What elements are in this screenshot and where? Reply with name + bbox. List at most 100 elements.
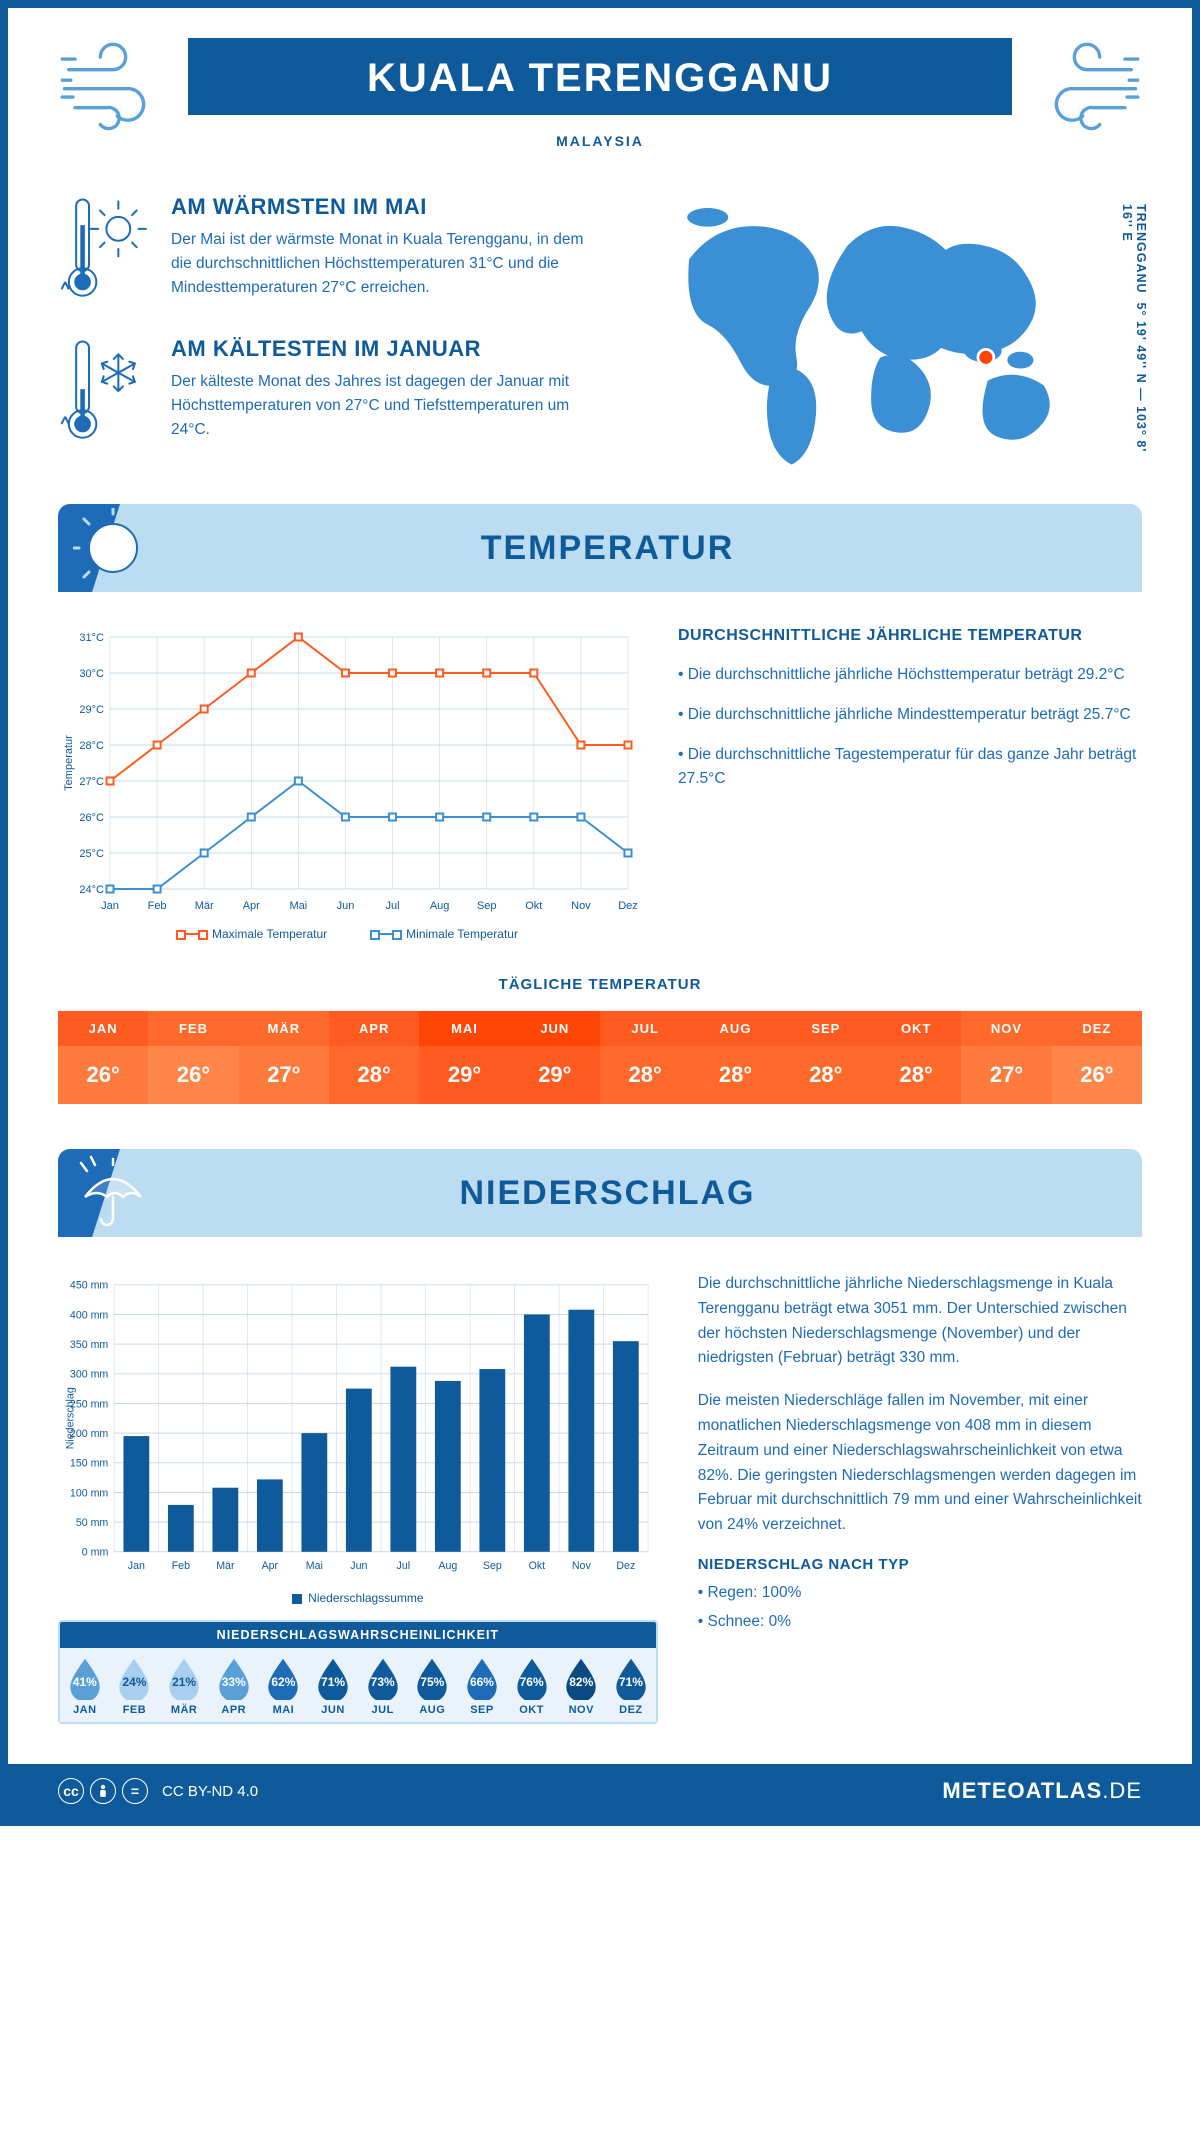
daily-temp-value-row: 26°26°27°28°29°29°28°28°28°28°27°26° — [58, 1046, 1142, 1104]
temp-legend: Maximale Temperatur Minimale Temperatur — [58, 927, 638, 941]
svg-text:27°C: 27°C — [79, 776, 104, 788]
daily-temp-header-row: JANFEBMÄRAPRMAIJUNJULAUGSEPOKTNOVDEZ — [58, 1011, 1142, 1046]
daily-temp-value: 29° — [510, 1046, 600, 1104]
temperature-row: 24°C25°C26°C27°C28°C29°C30°C31°CJanFebMä… — [58, 627, 1142, 941]
daily-month-header: NOV — [961, 1011, 1051, 1046]
daily-temp-value: 29° — [419, 1046, 509, 1104]
svg-text:Okt: Okt — [529, 1560, 546, 1572]
daily-month-header: JUN — [510, 1011, 600, 1046]
precip-type-bullet: • Schnee: 0% — [698, 1610, 1142, 1635]
daily-month-header: AUG — [690, 1011, 780, 1046]
precip-type-heading: NIEDERSCHLAG NACH TYP — [698, 1556, 1142, 1573]
daily-month-header: JAN — [58, 1011, 148, 1046]
daily-month-header: MAI — [419, 1011, 509, 1046]
svg-text:Jul: Jul — [386, 900, 400, 912]
svg-text:Feb: Feb — [148, 900, 167, 912]
probability-cell: 41% JAN — [60, 1648, 110, 1722]
svg-text:Temperatur: Temperatur — [63, 735, 75, 791]
temp-bullet: • Die durchschnittliche Tagestemperatur … — [678, 743, 1142, 791]
svg-text:24°C: 24°C — [79, 884, 104, 896]
temperature-info: DURCHSCHNITTLICHE JÄHRLICHE TEMPERATUR •… — [678, 627, 1142, 941]
svg-text:400 mm: 400 mm — [70, 1309, 109, 1321]
sun-icon — [73, 508, 153, 588]
coldest-title: AM KÄLTESTEN IM JANUAR — [171, 336, 598, 362]
svg-text:Apr: Apr — [243, 900, 260, 912]
svg-text:28°C: 28°C — [79, 740, 104, 752]
precip-paragraph: Die durchschnittliche jährliche Niedersc… — [698, 1272, 1142, 1371]
svg-text:Sep: Sep — [477, 900, 497, 912]
daily-month-header: JUL — [600, 1011, 690, 1046]
country-label: MALAYSIA — [188, 133, 1012, 149]
warmest-body: Der Mai ist der wärmste Monat in Kuala T… — [171, 228, 598, 300]
coordinates: TRENGGANU 5° 19' 49'' N — 103° 8' 16'' E — [1120, 204, 1148, 479]
daily-temp-value: 27° — [239, 1046, 329, 1104]
probability-cell: 24% FEB — [110, 1648, 160, 1722]
probability-cell: 71% JUN — [308, 1648, 358, 1722]
daily-temp-value: 27° — [961, 1046, 1051, 1104]
svg-text:Aug: Aug — [430, 900, 450, 912]
umbrella-icon — [73, 1153, 153, 1233]
probability-cell: 33% APR — [209, 1648, 259, 1722]
probability-grid: 41% JAN 24% FEB 21% MÄR 33% APR 62% MAI … — [60, 1648, 656, 1722]
probability-title: NIEDERSCHLAGSWAHRSCHEINLICHKEIT — [60, 1622, 656, 1648]
coldest-body: Der kälteste Monat des Jahres ist dagege… — [171, 370, 598, 442]
probability-cell: 82% NOV — [556, 1648, 606, 1722]
temperature-title: TEMPERATUR — [153, 529, 1062, 568]
daily-temp-value: 28° — [600, 1046, 690, 1104]
infographic-frame: KUALA TERENGGANU MALAYSIA — [0, 0, 1200, 1826]
svg-text:0 mm: 0 mm — [82, 1547, 109, 1559]
temperature-line-chart: 24°C25°C26°C27°C28°C29°C30°C31°CJanFebMä… — [58, 627, 638, 917]
wind-icon-left — [58, 38, 168, 133]
svg-text:Mai: Mai — [306, 1560, 323, 1572]
intro-facts: AM WÄRMSTEN IM MAI Der Mai ist der wärms… — [58, 194, 598, 479]
by-icon — [90, 1778, 116, 1804]
temperature-chart-block: 24°C25°C26°C27°C28°C29°C30°C31°CJanFebMä… — [58, 627, 638, 941]
daily-temp-value: 26° — [148, 1046, 238, 1104]
cc-icon: cc — [58, 1778, 84, 1804]
probability-box: NIEDERSCHLAGSWAHRSCHEINLICHKEIT 41% JAN … — [58, 1620, 658, 1724]
warmest-title: AM WÄRMSTEN IM MAI — [171, 194, 598, 220]
precip-bar-chart: 0 mm50 mm100 mm150 mm200 mm250 mm300 mm3… — [58, 1272, 658, 1582]
precip-row: 0 mm50 mm100 mm150 mm200 mm250 mm300 mm3… — [58, 1272, 1142, 1724]
daily-month-header: MÄR — [239, 1011, 329, 1046]
probability-cell: 21% MÄR — [159, 1648, 209, 1722]
coldest-fact: AM KÄLTESTEN IM JANUAR Der kälteste Mona… — [58, 336, 598, 446]
svg-text:Jul: Jul — [397, 1560, 411, 1572]
daily-month-header: OKT — [871, 1011, 961, 1046]
daily-month-header: FEB — [148, 1011, 238, 1046]
daily-temp-value: 28° — [690, 1046, 780, 1104]
svg-text:Feb: Feb — [172, 1560, 190, 1572]
svg-text:Sep: Sep — [483, 1560, 502, 1572]
svg-text:100 mm: 100 mm — [70, 1487, 109, 1499]
svg-text:Dez: Dez — [616, 1560, 635, 1572]
svg-text:Apr: Apr — [262, 1560, 279, 1572]
precip-paragraph: Die meisten Niederschläge fallen im Nove… — [698, 1389, 1142, 1538]
svg-text:Niederschlag: Niederschlag — [64, 1387, 76, 1449]
wind-icon-right — [1032, 38, 1142, 133]
precip-title: NIEDERSCHLAG — [153, 1174, 1062, 1213]
thermometer-sun-icon — [58, 194, 153, 304]
probability-cell: 75% AUG — [408, 1648, 458, 1722]
daily-month-header: APR — [329, 1011, 419, 1046]
probability-cell: 76% OKT — [507, 1648, 557, 1722]
world-map-icon — [628, 194, 1142, 474]
precip-legend: Niederschlagssumme — [58, 1591, 658, 1605]
svg-text:350 mm: 350 mm — [70, 1339, 109, 1351]
precip-chart-block: 0 mm50 mm100 mm150 mm200 mm250 mm300 mm3… — [58, 1272, 658, 1724]
svg-text:Mär: Mär — [216, 1560, 235, 1572]
probability-cell: 62% MAI — [259, 1648, 309, 1722]
svg-text:Mär: Mär — [195, 900, 214, 912]
daily-month-header: DEZ — [1052, 1011, 1142, 1046]
footer: cc = CC BY-ND 4.0 METEOATLAS.DE — [8, 1764, 1192, 1818]
precip-type-bullet: • Regen: 100% — [698, 1581, 1142, 1606]
svg-text:450 mm: 450 mm — [70, 1280, 109, 1292]
svg-text:30°C: 30°C — [79, 668, 104, 680]
license-text: CC BY-ND 4.0 — [162, 1783, 258, 1800]
svg-text:Jun: Jun — [350, 1560, 367, 1572]
probability-cell: 71% DEZ — [606, 1648, 656, 1722]
svg-text:Jan: Jan — [128, 1560, 145, 1572]
svg-text:Okt: Okt — [525, 900, 542, 912]
daily-temp-value: 28° — [871, 1046, 961, 1104]
nd-icon: = — [122, 1778, 148, 1804]
svg-text:26°C: 26°C — [79, 812, 104, 824]
